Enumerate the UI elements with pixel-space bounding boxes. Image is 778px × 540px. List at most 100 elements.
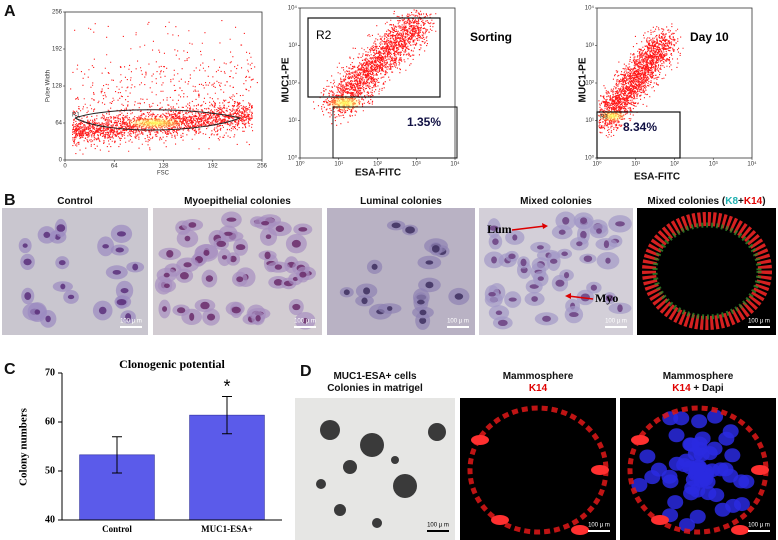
colony (393, 474, 417, 498)
image-title: Colonies in matrigel (327, 383, 423, 394)
nucleus (184, 235, 191, 242)
scale-label: 100 µ m (294, 319, 316, 325)
nucleus (596, 228, 602, 234)
image-title: K14 + Dapi (672, 383, 724, 394)
plot-title: Sorting (470, 30, 512, 44)
nucleus (488, 291, 496, 297)
x-tick-label: 10⁴ (450, 161, 460, 168)
nucleus (112, 269, 122, 275)
arrow (567, 295, 594, 300)
nucleus (419, 317, 427, 324)
nucleus (561, 251, 568, 257)
nucleus (562, 216, 570, 225)
y-axis-label: MUC1-PE (578, 57, 589, 102)
title-part: Mixed colonies (520, 196, 592, 207)
nucleus (662, 474, 679, 489)
gate (74, 109, 242, 131)
nucleus (221, 255, 228, 260)
nucleus (299, 271, 307, 278)
gate (307, 17, 441, 98)
error-bar (112, 436, 122, 474)
x-tick-label: 256 (257, 164, 268, 170)
nucleus (691, 414, 708, 429)
colony-ring (652, 222, 762, 320)
micrograph (295, 398, 455, 540)
arrow-head (542, 223, 548, 229)
nucleus (67, 294, 75, 300)
error-bar (222, 396, 232, 435)
nucleus (163, 272, 170, 278)
nucleus (668, 428, 685, 443)
x-tick-label: MUC1-ESA+ (201, 524, 253, 534)
image-title: Luminal colonies (360, 196, 442, 207)
nucleus (724, 448, 741, 463)
nucleus (120, 287, 129, 294)
nucleus (689, 509, 706, 524)
colony (316, 479, 326, 489)
nucleus (102, 244, 109, 249)
nucleus (576, 241, 583, 247)
nucleus (231, 306, 241, 314)
nucleus (216, 240, 227, 248)
scale-label: 100 µ m (120, 319, 142, 325)
nucleus (45, 315, 51, 323)
image-title: Mixed colonies (520, 196, 592, 207)
nucleus (558, 229, 566, 235)
nucleus (425, 281, 434, 289)
scale-label: 100 µ m (605, 319, 627, 325)
density-core (125, 117, 185, 129)
y-tick-label: 10⁰ (585, 155, 595, 162)
nucleus (563, 271, 570, 279)
nucleus (236, 276, 244, 283)
y-tick-label: 192 (52, 47, 63, 53)
k14-signal (731, 525, 749, 535)
nucleus (555, 279, 565, 287)
title-part: Mammosphere (503, 371, 574, 382)
y-axis-label: Pulse Width (46, 70, 52, 102)
nucleus (491, 256, 497, 264)
nucleus (223, 231, 233, 236)
title-part: Myoepithelial colonies (184, 196, 291, 207)
nucleus (255, 315, 261, 322)
colony (372, 518, 382, 528)
scatter-dots (598, 23, 684, 138)
arrow (511, 225, 546, 231)
image-title: Control (57, 196, 93, 207)
nucleus (24, 292, 32, 301)
nucleus (265, 234, 272, 240)
y-tick-label: 10³ (585, 43, 594, 49)
nucleus (725, 498, 742, 513)
cells (154, 211, 316, 330)
nucleus (492, 238, 499, 245)
nucleus (489, 225, 499, 231)
x-tick-label: 10³ (709, 162, 718, 168)
nucleus (132, 263, 139, 271)
x-tick-label: 10¹ (334, 162, 343, 168)
title-part: K14 (672, 383, 691, 394)
x-tick-label: 128 (158, 164, 169, 170)
nucleus (497, 319, 508, 327)
colony (360, 433, 384, 457)
y-tick-label: 10² (288, 81, 297, 87)
nucleus (115, 247, 124, 253)
nucleus (302, 317, 308, 324)
plot-title: Day 10 (690, 30, 729, 44)
y-tick-label: 40 (45, 514, 55, 525)
nucleus (605, 257, 611, 264)
x-axis-label: FSC (157, 171, 170, 177)
nucleus (22, 243, 28, 248)
nucleus (639, 449, 656, 464)
nucleus (226, 217, 237, 222)
nucleus (261, 220, 270, 226)
y-axis-label: Colony numbers (18, 407, 30, 486)
nucleus (569, 312, 579, 318)
nucleus (542, 315, 551, 322)
x-axis-label: ESA-FITC (355, 168, 401, 179)
nucleus (738, 474, 755, 489)
image-title: Mixed colonies (K8+K14) (647, 196, 765, 207)
nucleus (343, 289, 350, 296)
gate (332, 106, 458, 159)
title-part: Colonies in matrigel (327, 383, 423, 394)
nucleus (275, 225, 285, 233)
image-title: Mammosphere (503, 371, 574, 382)
